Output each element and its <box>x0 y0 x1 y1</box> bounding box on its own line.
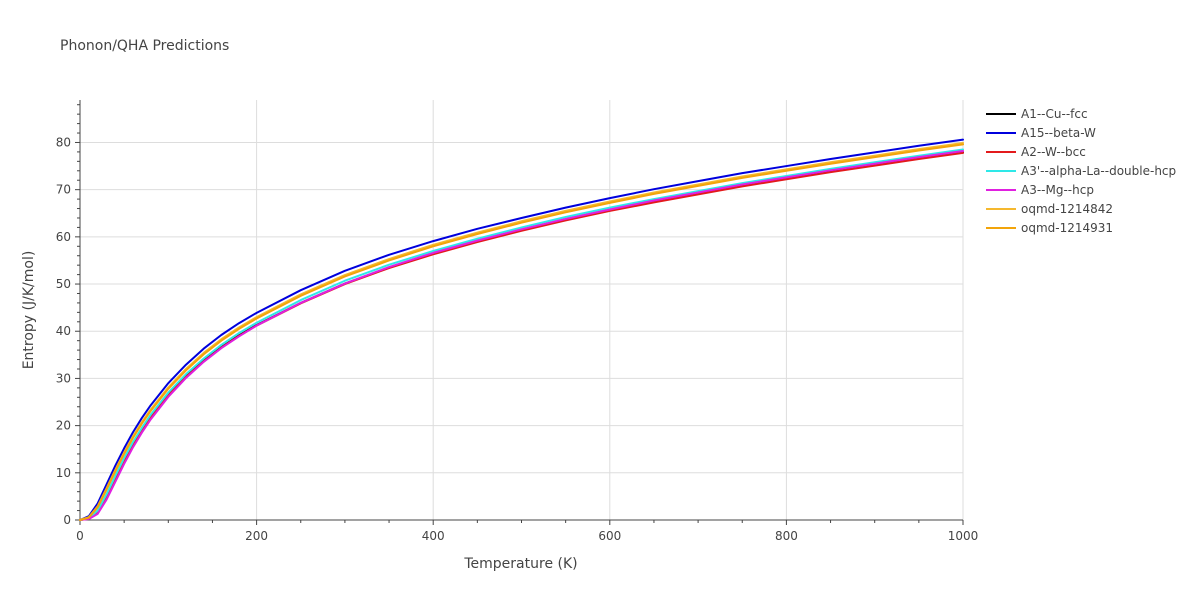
x-tick-label: 0 <box>76 529 84 543</box>
y-axis-title: Entropy (J/K/mol) <box>21 251 37 370</box>
series-line-0 <box>79 151 964 521</box>
y-tick-label: 30 <box>56 371 71 385</box>
x-axis-title: Temperature (K) <box>463 556 577 572</box>
x-tick-label: 600 <box>598 529 621 543</box>
x-tick-label: 800 <box>775 529 798 543</box>
series-line-6 <box>79 143 964 521</box>
legend-item[interactable]: A1--Cu--fcc <box>986 107 1088 121</box>
y-tick-label: 0 <box>63 513 71 527</box>
legend-item[interactable]: A3--Mg--hcp <box>986 183 1094 197</box>
legend-item[interactable]: oqmd-1214931 <box>986 221 1113 235</box>
legend: A1--Cu--fcc A15--beta-W A2--W--bcc A3'--alp… <box>986 107 1176 235</box>
series-line-3 <box>79 148 964 521</box>
series-layer <box>79 138 964 521</box>
x-tick-label: 1000 <box>948 529 979 543</box>
y-tick-label: 20 <box>56 419 71 433</box>
y-tick-label: 60 <box>56 230 71 244</box>
series-line-2 <box>79 151 964 521</box>
grid <box>80 100 964 520</box>
legend-item[interactable]: oqmd-1214842 <box>986 202 1113 216</box>
y-tick-label: 40 <box>56 324 71 338</box>
legend-item[interactable]: A15--beta-W <box>986 126 1096 140</box>
chart-title: Phonon/QHA Predictions <box>60 38 229 54</box>
x-tick-label: 200 <box>245 529 268 543</box>
y-tick-label: 80 <box>56 135 71 149</box>
axes: 0 200 400 600 800 1000 0 10 20 30 40 50 60 70 80 <box>56 100 979 543</box>
y-tick-label: 50 <box>56 277 71 291</box>
x-tick-label: 400 <box>422 529 445 543</box>
y-tick-label: 70 <box>56 183 71 197</box>
legend-label: A3--Mg--hcp <box>1021 183 1094 197</box>
legend-label: A2--W--bcc <box>1021 145 1086 159</box>
legend-label: A15--beta-W <box>1021 126 1096 140</box>
legend-label: oqmd-1214842 <box>1021 202 1113 216</box>
legend-item[interactable]: A2--W--bcc <box>986 145 1086 159</box>
legend-item[interactable]: A3'--alpha-La--double-hcp <box>986 164 1176 178</box>
y-tick-label: 10 <box>56 466 71 480</box>
series-line-1 <box>79 138 964 521</box>
legend-label: A1--Cu--fcc <box>1021 107 1088 121</box>
legend-label: oqmd-1214931 <box>1021 221 1113 235</box>
legend-label: A3'--alpha-La--double-hcp <box>1021 164 1176 178</box>
series-line-4 <box>79 149 964 521</box>
